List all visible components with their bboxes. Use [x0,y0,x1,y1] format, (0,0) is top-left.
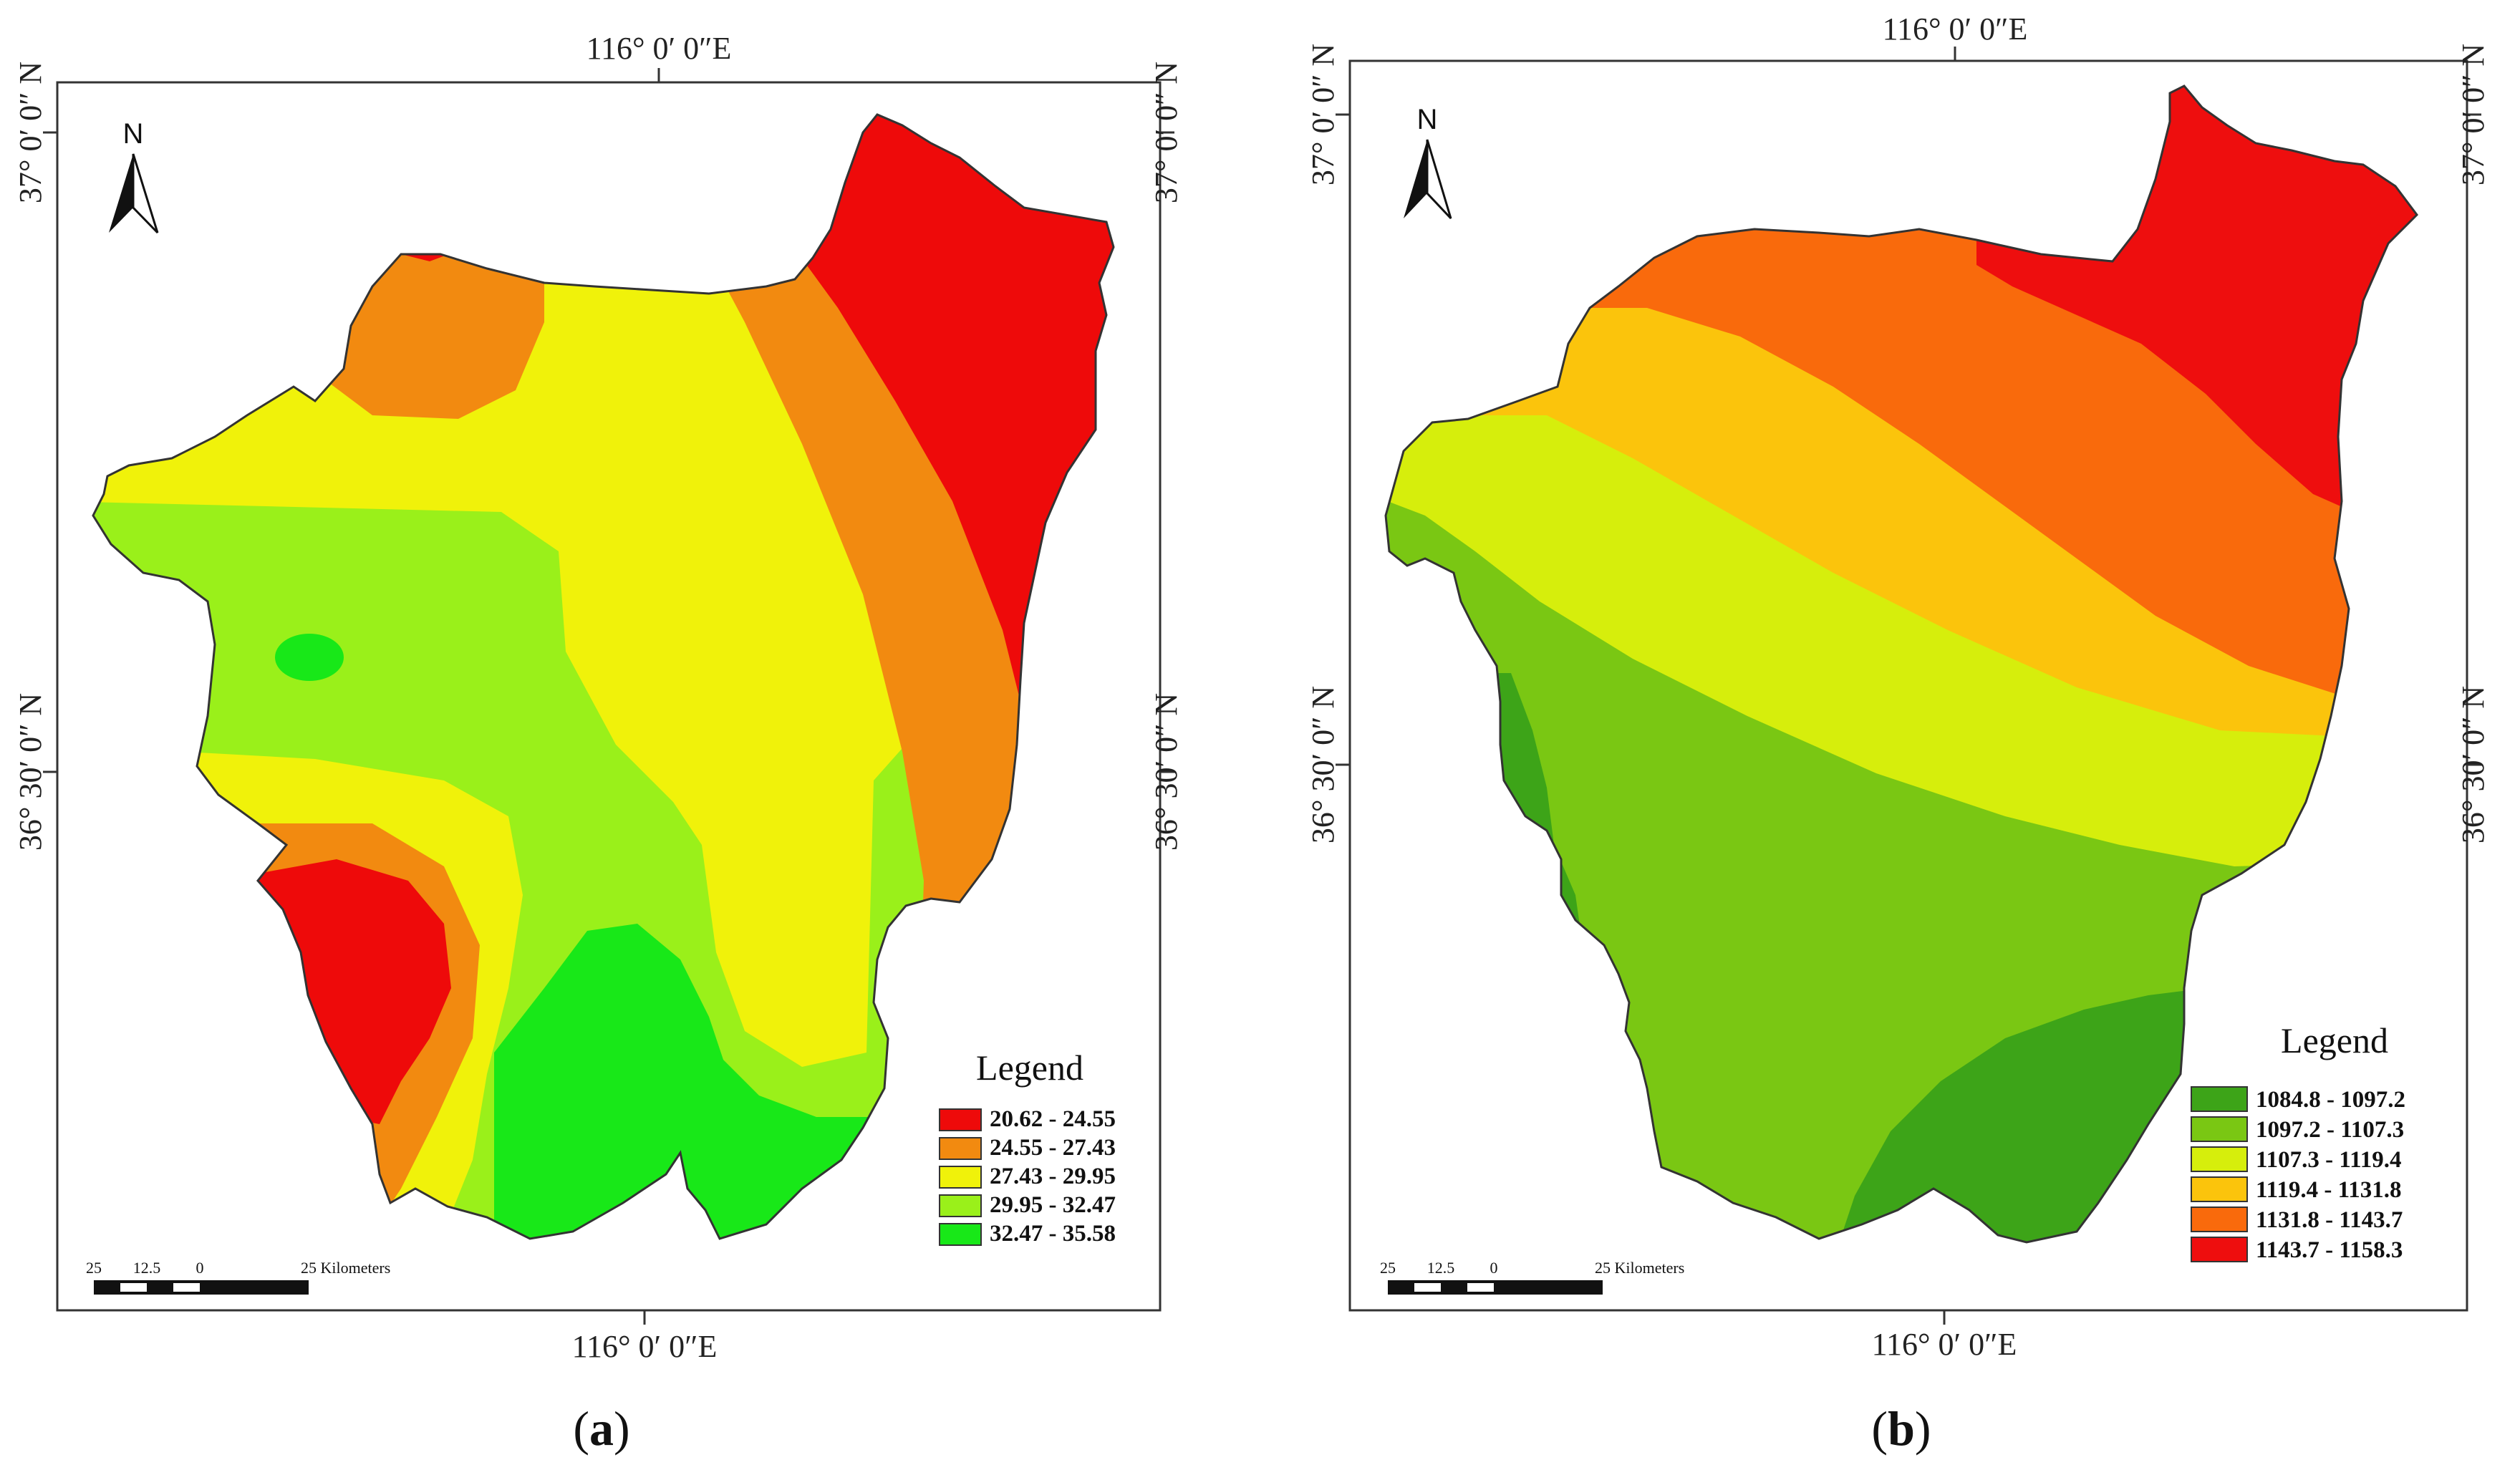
legend-b-label-3: 1107.3 - 1119.4 [2256,1147,2402,1173]
legend-a-swatch-3 [939,1166,982,1189]
scale-label-25-b: 25 [1380,1259,1396,1277]
boundary-b [1384,84,2418,1244]
left-latitude-top-label-a: 37° 0′ 0″ N [13,62,48,203]
left-latitude-top-label-b: 37° 0′ 0″ N [1305,44,1341,185]
legend-a-label-4: 29.95 - 32.47 [990,1192,1116,1218]
panel-a: 116° 0′ 0″E 116° 0′ 0″E 37° 0′ 0″ N 36° … [13,31,1184,1456]
legend-a-label-3: 27.43 - 29.95 [990,1164,1116,1189]
legend-b-label-1: 1084.8 - 1097.2 [2256,1087,2405,1113]
bottom-longitude-label-a: 116° 0′ 0″E [572,1329,718,1364]
caption-b: (b) [1871,1401,1931,1456]
legend-items-b: 1084.8 - 1097.2 1097.2 - 1107.3 1107.3 - 1… [2191,1086,2405,1263]
scale-bar-a: 25 12.5 0 25 Kilometers [86,1259,390,1295]
bottom-longitude-label-b: 116° 0′ 0″E [1872,1327,2017,1362]
legend-a-swatch-5 [939,1223,982,1246]
left-latitude-mid-label-b: 36° 30′ 0″ N [1305,686,1341,843]
legend-b-swatch-1 [2191,1086,2248,1112]
legend-title-b: Legend [2281,1020,2388,1060]
panel-b: 116° 0′ 0″E 116° 0′ 0″E 37° 0′ 0″ N 36° … [1305,11,2491,1456]
legend-b-label-6: 1143.7 - 1158.3 [2256,1237,2403,1263]
legend-a-label-1: 20.62 - 24.55 [990,1106,1116,1132]
legend-b-swatch-3 [2191,1146,2248,1172]
right-latitude-mid-label-a: 36° 30′ 0″ N [1149,693,1184,851]
right-latitude-top-label-b: 37° 0′ 0″ N [2456,44,2491,185]
legend-b-swatch-5 [2191,1206,2248,1232]
legend-a: Legend 20.62 - 24.55 24.55 - 27.43 27.43 -… [939,1048,1116,1247]
north-label-a: N [123,118,144,150]
legend-b-swatch-4 [2191,1176,2248,1202]
caption-a: (a) [573,1401,629,1456]
legend-b: Legend 1084.8 - 1097.2 1097.2 - 1107.3 110… [2191,1020,2405,1263]
scale-label-25-a: 25 [86,1259,102,1277]
left-latitude-mid-label-a: 36° 30′ 0″ N [13,693,48,851]
legend-a-label-2: 24.55 - 27.43 [990,1135,1116,1161]
scale-label-km-a: 25 Kilometers [301,1259,390,1277]
legend-b-swatch-2 [2191,1116,2248,1142]
north-arrow-icon: N [1404,104,1452,220]
legend-b-swatch-6 [2191,1237,2248,1262]
legend-a-swatch-2 [939,1137,982,1160]
legend-b-label-2: 1097.2 - 1107.3 [2256,1117,2404,1143]
scale-bar-b: 25 12.5 0 25 Kilometers [1380,1259,1684,1295]
legend-b-label-4: 1119.4 - 1131.8 [2256,1177,2402,1203]
legend-items-a: 20.62 - 24.55 24.55 - 27.43 27.43 - 29.95 2… [939,1106,1116,1247]
legend-title-a: Legend [976,1048,1083,1088]
right-latitude-top-label-a: 37° 0′ 0″ N [1149,62,1184,203]
top-longitude-label-a: 116° 0′ 0″E [586,31,732,66]
legend-a-label-5: 32.47 - 35.58 [990,1221,1116,1247]
north-arrow-icon: N [109,118,159,234]
right-latitude-mid-label-b: 36° 30′ 0″ N [2456,686,2491,843]
scale-label-12-5-b: 12.5 [1427,1259,1455,1277]
legend-a-swatch-1 [939,1108,982,1131]
scale-label-12-5-a: 12.5 [133,1259,161,1277]
scale-label-0-b: 0 [1490,1259,1498,1277]
top-longitude-label-b: 116° 0′ 0″E [1883,11,2028,47]
scale-label-0-a: 0 [196,1259,204,1277]
north-label-b: N [1417,104,1438,135]
legend-b-label-5: 1131.8 - 1143.7 [2256,1207,2403,1233]
boundary-a [92,113,1115,1240]
legend-a-swatch-4 [939,1194,982,1217]
scale-label-km-b: 25 Kilometers [1595,1259,1684,1277]
